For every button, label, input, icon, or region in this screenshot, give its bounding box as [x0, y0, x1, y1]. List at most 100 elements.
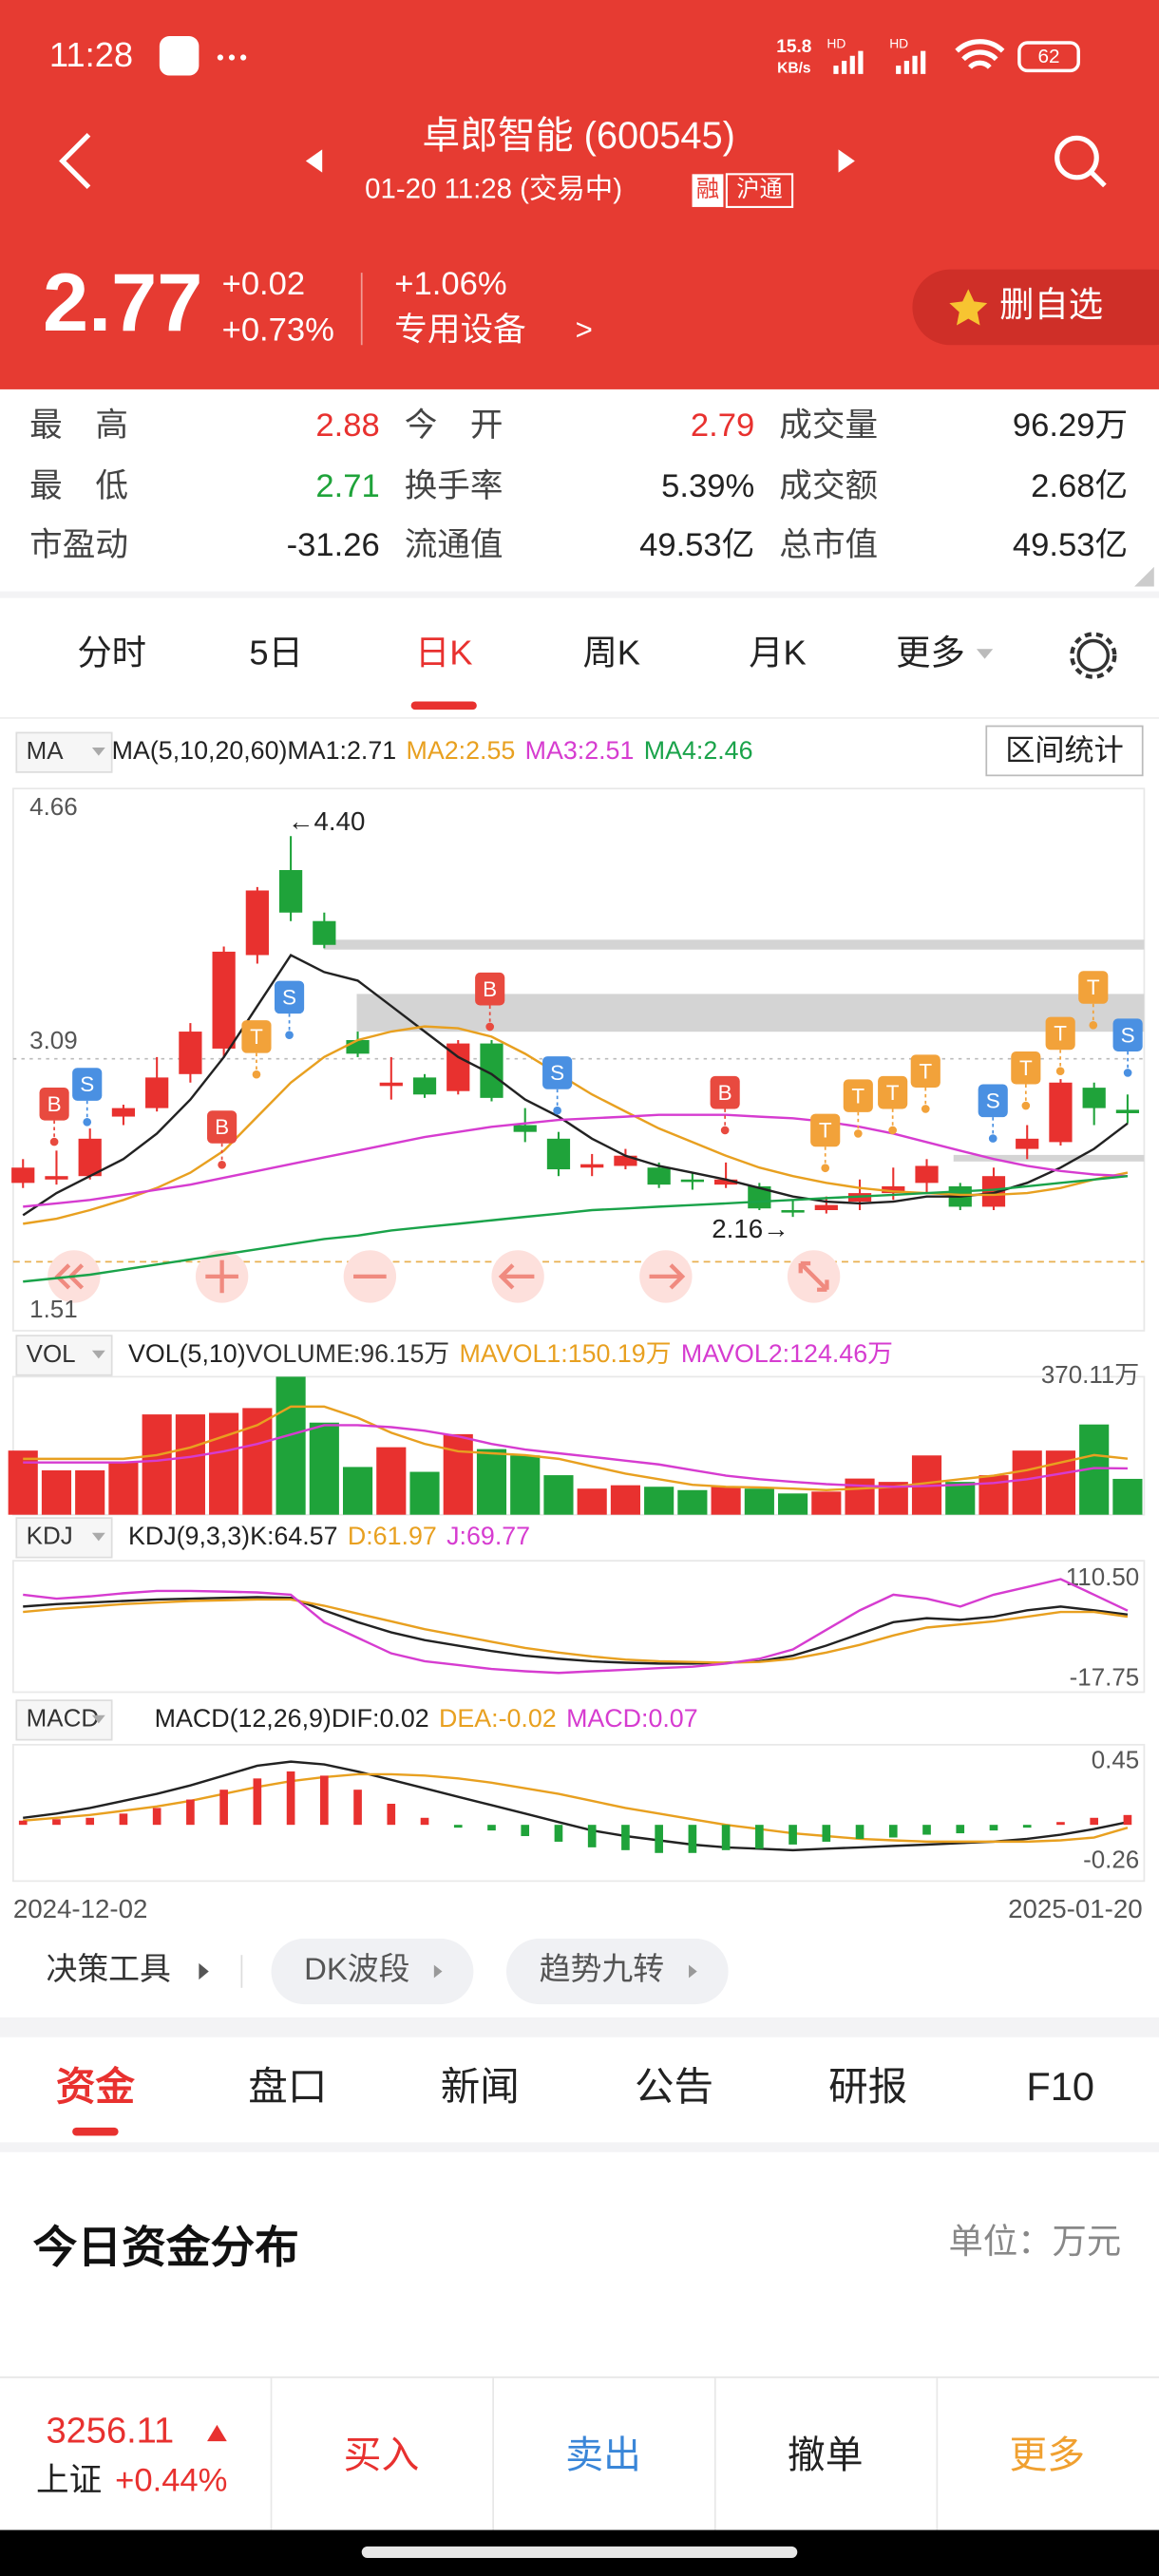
- period-tab[interactable]: 日K: [415, 634, 473, 672]
- candle-body: [145, 1077, 169, 1108]
- section-tab[interactable]: 研报: [828, 2064, 907, 2109]
- macd-bar: [186, 1799, 195, 1826]
- watch-label[interactable]: 删自选: [999, 285, 1103, 324]
- section-tab[interactable]: 资金: [56, 2064, 136, 2109]
- selector-caret: [91, 747, 105, 756]
- macd-bar: [1123, 1814, 1132, 1826]
- hd-label: HD: [889, 35, 908, 50]
- stat-value: -31.26: [287, 527, 380, 563]
- trade-button[interactable]: 撤单: [788, 2434, 864, 2476]
- macd-bar: [420, 1817, 429, 1826]
- volume-bar: [510, 1455, 541, 1515]
- selector-box[interactable]: [15, 1699, 113, 1741]
- back-button[interactable]: [59, 132, 91, 190]
- macd-bar: [1022, 1825, 1032, 1828]
- tool-pill[interactable]: [505, 1938, 729, 2005]
- selector[interactable]: MACD: [27, 1706, 99, 1733]
- period-tab[interactable]: 更多: [896, 634, 965, 672]
- trade-button[interactable]: 买入: [344, 2434, 420, 2476]
- section-tab[interactable]: 盘口: [248, 2064, 327, 2109]
- macd-bar: [387, 1803, 396, 1826]
- macd-bar: [822, 1825, 831, 1842]
- signal-dot: [853, 1129, 863, 1138]
- search-icon[interactable]: [1054, 135, 1099, 180]
- signal-dot: [553, 1106, 561, 1115]
- selector-caret: [91, 1350, 105, 1359]
- sector[interactable]: 专用设备: [394, 313, 525, 349]
- watch-button[interactable]: [912, 269, 1159, 346]
- tool-pill[interactable]: [271, 1938, 474, 2005]
- indicator: VOL(5,10): [128, 1339, 246, 1368]
- tool[interactable]: 趋势九转: [540, 1951, 664, 1986]
- candle-body: [882, 1185, 905, 1194]
- separator: [0, 2017, 1159, 2037]
- signal-label: T: [1054, 1022, 1067, 1046]
- signal-label: S: [1121, 1023, 1135, 1047]
- macd-bar: [319, 1775, 329, 1826]
- macd-bar: [922, 1825, 931, 1835]
- signal-icon: [896, 50, 926, 74]
- index-change[interactable]: +0.44%: [115, 2463, 227, 2499]
- period-tab[interactable]: 分时: [77, 634, 146, 672]
- signal-badge: [39, 1087, 69, 1121]
- section-tab[interactable]: 公告: [635, 2064, 713, 2109]
- period-tab[interactable]: 5日: [249, 634, 303, 672]
- selector-box[interactable]: [15, 731, 113, 773]
- y-tick-label: 1.51: [29, 1297, 77, 1323]
- tool[interactable]: DK波段: [304, 1951, 409, 1986]
- macd-bar: [956, 1825, 965, 1834]
- signal-label: T: [919, 1059, 932, 1083]
- tool-caret: [199, 1962, 209, 1980]
- section-tab[interactable]: F10: [1026, 2064, 1094, 2109]
- indicator-line: [23, 1760, 1129, 1852]
- signal-label: T: [819, 1119, 832, 1143]
- signal-label: B: [483, 977, 497, 1001]
- macd-bar: [721, 1825, 731, 1850]
- expand-corner[interactable]: [1134, 566, 1154, 587]
- selector[interactable]: VOL: [27, 1341, 76, 1368]
- signal-label: B: [48, 1092, 62, 1116]
- stat-value: 2.79: [691, 407, 754, 444]
- home-indicator[interactable]: [361, 2546, 798, 2558]
- indicator: KDJ(9,3,3): [128, 1522, 250, 1550]
- tool[interactable]: 决策工具: [46, 1951, 170, 1986]
- signal-badge: [475, 972, 505, 1006]
- period-tab[interactable]: 周K: [582, 634, 640, 672]
- signal-badge: [72, 1068, 103, 1101]
- indicator: MA(5,10,20,60): [112, 736, 288, 765]
- selector-box[interactable]: [15, 1335, 113, 1376]
- macd-bar: [253, 1778, 262, 1826]
- legends: MA MA(5,10,20,60)MA1:2.71 MA2:2.55 MA3:2.51…: [15, 731, 893, 1741]
- settings-icon[interactable]: [1076, 638, 1111, 672]
- volume-bar: [41, 1469, 72, 1515]
- selector-box[interactable]: [15, 1517, 113, 1559]
- prev-stock[interactable]: [305, 149, 323, 173]
- volume-bar: [276, 1376, 306, 1515]
- sector-arrow[interactable]: >: [576, 313, 593, 347]
- selector[interactable]: KDJ: [27, 1524, 73, 1550]
- range-stats-label[interactable]: 区间统计: [1005, 733, 1124, 767]
- index-value[interactable]: 3256.11: [46, 2412, 174, 2452]
- candle-body: [379, 1082, 403, 1087]
- stat-label: 换手率: [405, 468, 504, 504]
- period-tab[interactable]: 月K: [749, 634, 807, 672]
- control-icons: [54, 1260, 829, 1294]
- signal-badge: [1112, 1018, 1143, 1051]
- trade-button[interactable]: 卖出: [565, 2434, 641, 2476]
- selector[interactable]: MA: [27, 738, 65, 765]
- index-name[interactable]: 上证: [36, 2463, 102, 2499]
- next-stock[interactable]: [838, 149, 855, 173]
- legend-entry: MA4:2.46: [644, 736, 753, 765]
- tab-underline: [72, 2127, 119, 2136]
- range-stats-button[interactable]: [985, 725, 1144, 777]
- tab-underline: [410, 701, 477, 710]
- legend-entry: DEA:-0.02: [439, 1704, 557, 1733]
- macd-bar: [487, 1825, 496, 1831]
- selector-caret: [91, 1532, 105, 1542]
- signal-badge: [1078, 971, 1109, 1004]
- stat-value: 96.29万: [1013, 407, 1128, 444]
- trade-button[interactable]: 更多: [1010, 2434, 1086, 2476]
- section-tab[interactable]: 新闻: [441, 2064, 520, 2109]
